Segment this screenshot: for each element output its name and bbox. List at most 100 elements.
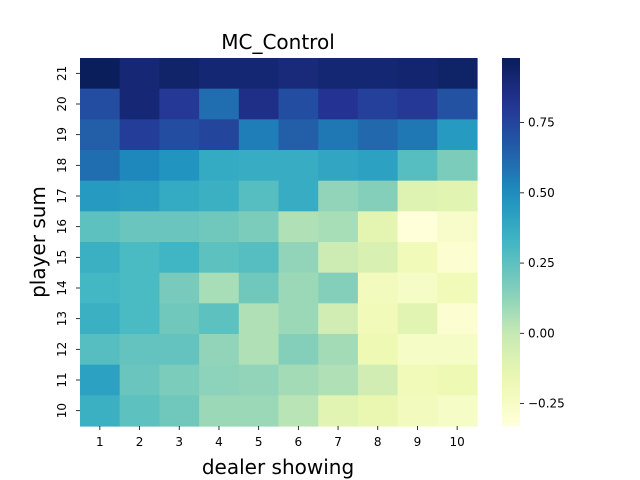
- heatmap-cell: [437, 150, 478, 182]
- colorbar-gradient: [502, 58, 520, 426]
- y-tick-label: 18: [55, 158, 69, 173]
- x-tick-label: 2: [136, 435, 144, 449]
- heatmap-cell: [357, 180, 399, 212]
- heatmap-cell: [278, 119, 319, 151]
- heatmap-cell: [278, 150, 319, 182]
- heatmap-cell: [238, 395, 280, 427]
- heatmap-cell: [159, 58, 200, 90]
- heatmap-cell: [357, 272, 399, 304]
- heatmap-cell: [80, 58, 121, 90]
- heatmap-cell: [357, 334, 399, 366]
- heatmap-cell: [437, 395, 478, 427]
- heatmap-cell: [119, 211, 160, 243]
- heatmap-cell: [318, 180, 359, 212]
- heatmap-cell: [80, 334, 121, 366]
- heatmap-cell: [318, 364, 359, 396]
- colorbar-tick-label: 0.25: [528, 256, 555, 270]
- heatmap-cell: [278, 242, 319, 274]
- heatmap-cell: [159, 395, 200, 427]
- heatmap-cell: [199, 395, 240, 427]
- heatmap-cell: [357, 242, 399, 274]
- heatmap-cell: [238, 58, 280, 90]
- heatmap-cell: [199, 119, 240, 151]
- heatmap-cell: [80, 242, 121, 274]
- heatmap-cell: [159, 242, 200, 274]
- heatmap-cell: [159, 180, 200, 212]
- heatmap-cell: [357, 364, 399, 396]
- heatmap-cell: [397, 395, 438, 427]
- heatmap-cell: [437, 180, 478, 212]
- heatmap-cell: [199, 364, 240, 396]
- y-tick-label: 10: [55, 403, 69, 418]
- heatmap-cell: [437, 242, 478, 274]
- heatmap-cell: [318, 303, 359, 335]
- heatmap-cell: [318, 150, 359, 182]
- colorbar-tick-label: 0.50: [528, 186, 555, 200]
- y-axis-ticks: 21 20 19 18 17 16 15 14 13 12 11 10: [55, 66, 80, 418]
- y-tick-label: 20: [55, 96, 69, 111]
- heatmap-cell: [397, 334, 438, 366]
- heatmap-cell: [199, 150, 240, 182]
- heatmap-cell: [397, 180, 438, 212]
- y-tick-label: 17: [55, 188, 69, 203]
- heatmap-cell: [318, 334, 359, 366]
- heatmap-cell: [159, 272, 200, 304]
- heatmap-cell: [397, 242, 438, 274]
- heatmap-cell: [437, 334, 478, 366]
- colorbar-ticks: −0.25 0.00 0.25 0.50 0.75: [520, 116, 565, 411]
- heatmap-cell: [437, 364, 478, 396]
- heatmap-cell: [318, 395, 359, 427]
- heatmap-cell: [278, 334, 319, 366]
- heatmap-cell: [80, 211, 121, 243]
- heatmap-cell: [238, 211, 280, 243]
- heatmap-cell: [199, 334, 240, 366]
- heatmap-cell: [357, 211, 399, 243]
- heatmap-cell: [397, 88, 438, 120]
- heatmap-cell: [357, 150, 399, 182]
- heatmap-cell: [318, 242, 359, 274]
- heatmap-cell: [278, 211, 319, 243]
- heatmap-cell: [159, 303, 200, 335]
- x-axis-label: dealer showing: [202, 455, 354, 479]
- y-tick-label: 19: [55, 127, 69, 142]
- heatmap-cell: [119, 119, 160, 151]
- heatmap-cell: [278, 58, 319, 90]
- colorbar: [502, 58, 520, 426]
- heatmap-cell: [437, 119, 478, 151]
- heatmap-cell: [278, 395, 319, 427]
- heatmap-cell: [437, 211, 478, 243]
- y-tick-label: 11: [55, 372, 69, 387]
- heatmap-cell: [238, 119, 280, 151]
- heatmap-cell: [318, 119, 359, 151]
- heatmap-cell: [80, 364, 121, 396]
- heatmap-cell: [357, 395, 399, 427]
- x-tick-label: 7: [334, 435, 342, 449]
- colorbar-tick-label: 0.75: [528, 116, 555, 130]
- heatmap-cell: [238, 303, 280, 335]
- y-axis-label: player sum: [26, 186, 50, 298]
- heatmap-cell: [318, 88, 359, 120]
- heatmap-cell: [278, 303, 319, 335]
- heatmap-cell: [159, 334, 200, 366]
- x-tick-label: 5: [255, 435, 263, 449]
- heatmap-cell: [437, 272, 478, 304]
- heatmap-cell: [159, 211, 200, 243]
- heatmap-cell: [119, 180, 160, 212]
- heatmap-cell: [318, 58, 359, 90]
- chart-title: MC_Control: [221, 30, 335, 54]
- heatmap-cell: [397, 272, 438, 304]
- heatmap-cell: [80, 395, 121, 427]
- x-tick-label: 6: [295, 435, 303, 449]
- heatmap-cell: [397, 119, 438, 151]
- heatmap-cell: [80, 180, 121, 212]
- heatmap-cells: [80, 58, 478, 427]
- heatmap-cell: [397, 211, 438, 243]
- y-tick-label: 14: [55, 280, 69, 295]
- heatmap-cell: [199, 242, 240, 274]
- x-tick-label: 3: [175, 435, 183, 449]
- heatmap-cell: [437, 58, 478, 90]
- heatmap-cell: [238, 88, 280, 120]
- heatmap-cell: [238, 242, 280, 274]
- heatmap-cell: [397, 58, 438, 90]
